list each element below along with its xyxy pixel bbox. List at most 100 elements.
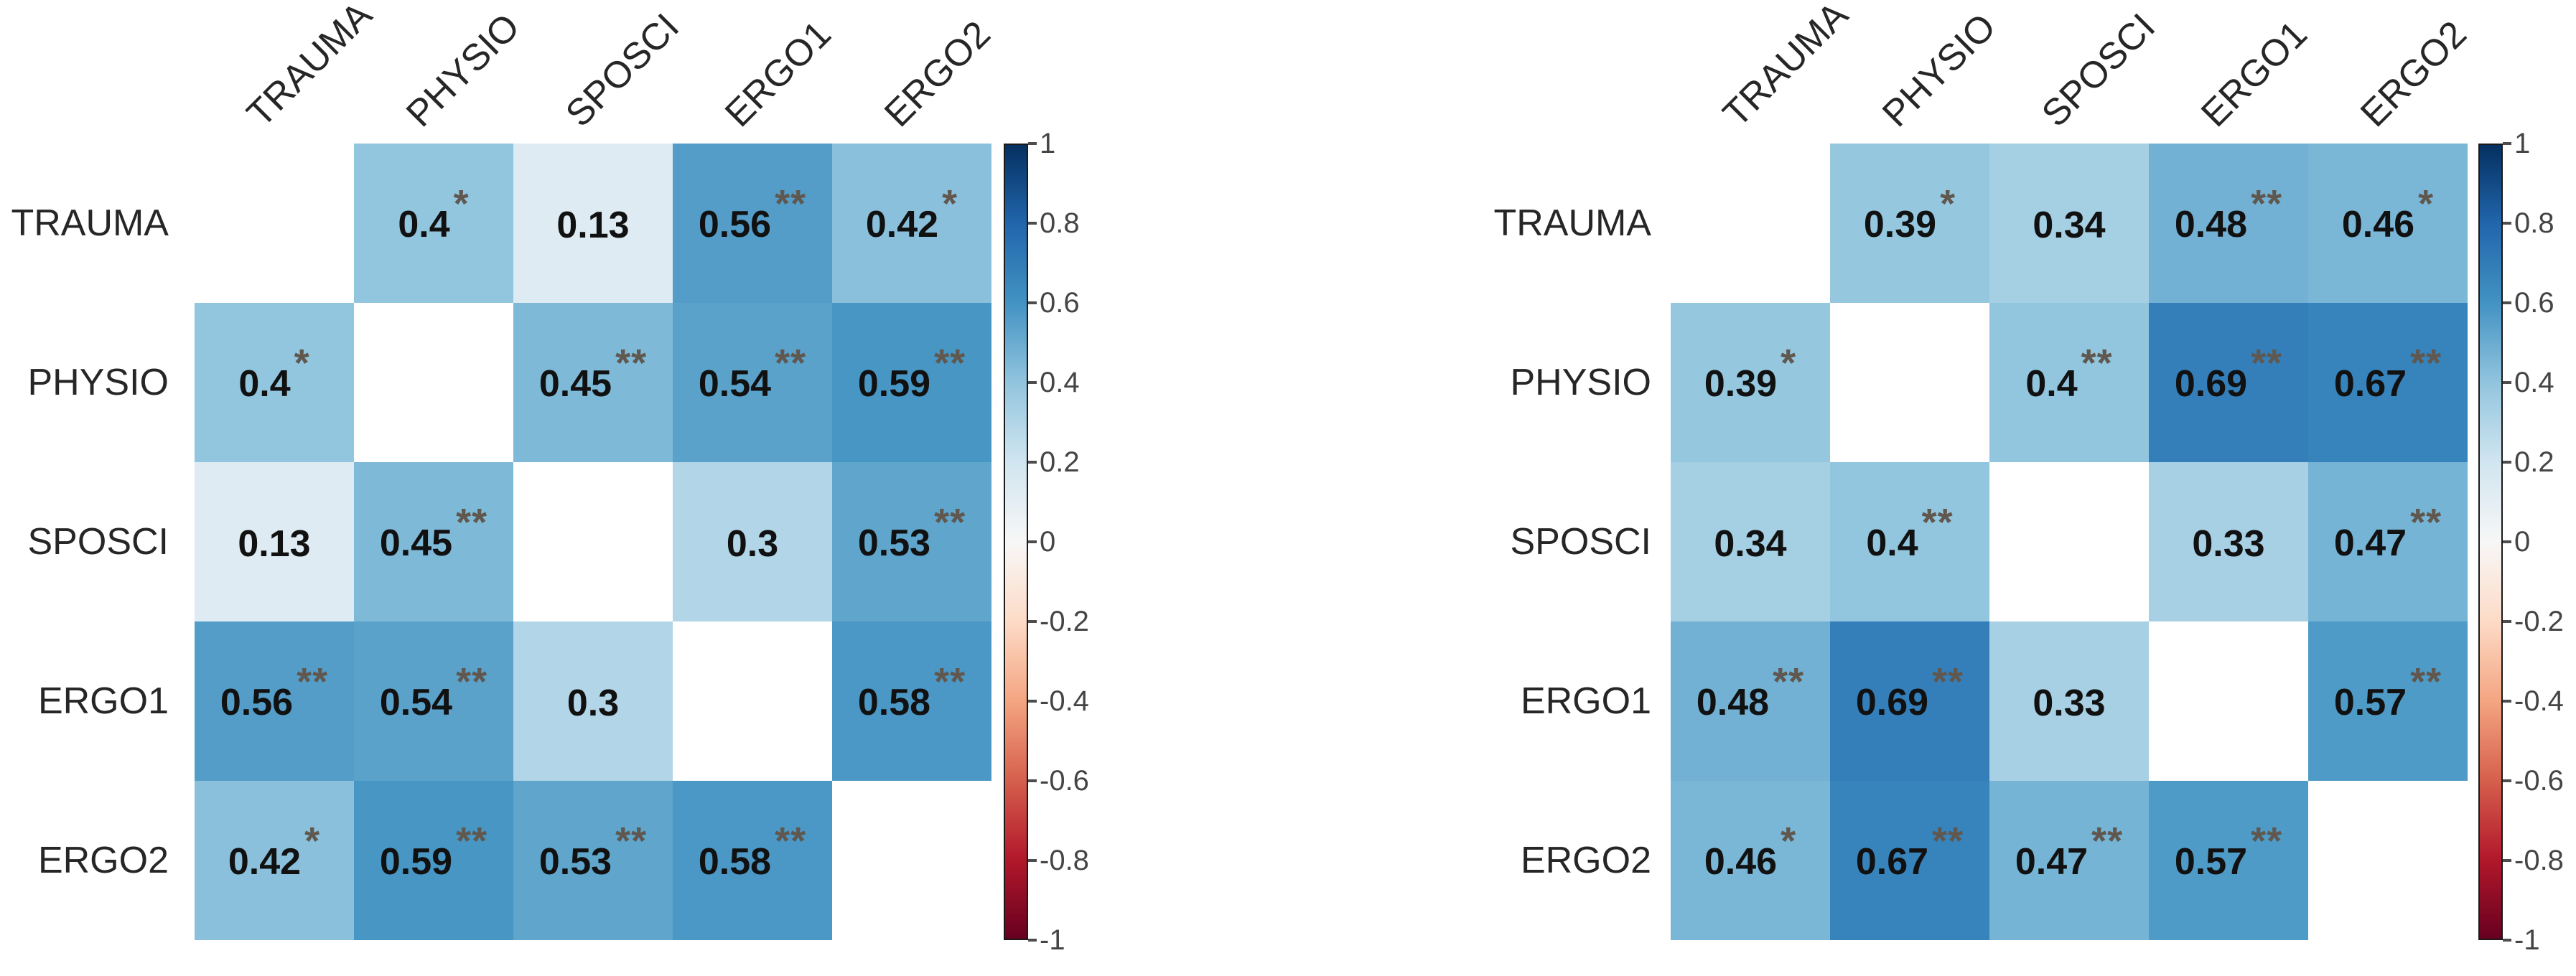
cell-value: 0.56 xyxy=(698,204,772,245)
row-label: SPOSCI xyxy=(1510,521,1652,563)
colorbar-tick-label: -0.4 xyxy=(2514,685,2564,717)
heatmap-cell-blank xyxy=(673,621,832,781)
colorbar-tick-label: 0.8 xyxy=(2514,207,2554,239)
cell-value: 0.59 xyxy=(379,841,453,883)
colorbar-tick-label: -1 xyxy=(2514,924,2540,956)
heatmap-cell: 0.56 ** xyxy=(673,144,832,303)
heatmap-cell-blank xyxy=(832,781,991,940)
column-label: PHYSIO xyxy=(1875,6,2005,136)
colorbar-tick xyxy=(2503,461,2511,464)
heatmap-cell: 0.3 xyxy=(673,462,832,621)
colorbar-tick-label: -0.6 xyxy=(2514,765,2564,797)
cell-value: 0.53 xyxy=(538,841,612,883)
colorbar-tick-label: 0.4 xyxy=(1040,367,1080,398)
heatmap-cell: 0.3 xyxy=(513,621,673,781)
cell-value: 0.13 xyxy=(556,205,630,246)
cell-value: 0.46 xyxy=(2341,204,2415,245)
cell-value: 0.58 xyxy=(857,682,931,723)
cell-value-group: 0.48 ** xyxy=(1697,662,1804,723)
cell-value-group: 0.53 ** xyxy=(858,503,966,563)
cell-value-group: 0.39 * xyxy=(1864,184,1956,245)
colorbar-tick-label: 1 xyxy=(2514,128,2531,159)
cell-value-group: 0.45 ** xyxy=(538,344,647,405)
cell-value: 0.3 xyxy=(566,682,620,724)
colorbar-tick xyxy=(1028,620,1037,623)
cell-value: 0.47 xyxy=(2015,841,2089,883)
heatmap-cell: 0.54 ** xyxy=(673,303,832,462)
cell-value: 0.4 xyxy=(238,363,291,405)
colorbar-tick-label: 0.8 xyxy=(1040,207,1080,239)
heatmap-cell: 0.13 xyxy=(195,462,354,621)
cell-value-group: 0.67 ** xyxy=(2334,344,2442,404)
colorbar-tick xyxy=(2503,301,2511,304)
row-label: SPOSCI xyxy=(27,521,169,563)
cell-value-group: 0.34 xyxy=(1714,525,1786,563)
heatmap-cell: 0.53 ** xyxy=(513,781,673,940)
heatmap-cell: 0.59 ** xyxy=(354,781,513,940)
heatmap-cell: 0.33 xyxy=(2149,462,2308,621)
colorbar-gradient xyxy=(1004,144,1028,940)
heatmap-cell: 0.46 * xyxy=(2308,144,2468,303)
significance-stars: * xyxy=(294,342,310,385)
cell-value: 0.4 xyxy=(2025,363,2078,405)
colorbar-tick xyxy=(2503,859,2511,862)
heatmap-cell: 0.45 ** xyxy=(354,462,513,621)
cell-value: 0.54 xyxy=(379,682,453,723)
cell-value: 0.56 xyxy=(220,682,294,723)
cell-value-group: 0.39 * xyxy=(1704,344,1796,405)
significance-stars: ** xyxy=(2410,342,2442,385)
significance-stars: ** xyxy=(775,820,807,863)
heatmap-cell: 0.58 ** xyxy=(673,781,832,940)
cell-value-group: 0.33 xyxy=(2033,685,2105,722)
cell-value-group: 0.34 xyxy=(2033,207,2105,244)
significance-stars: ** xyxy=(775,182,807,225)
cell-value-group: 0.57 ** xyxy=(2334,662,2442,723)
significance-stars: * xyxy=(304,820,321,863)
heatmap-cell: 0.69 ** xyxy=(2149,303,2308,462)
row-label: PHYSIO xyxy=(27,362,169,403)
cell-value: 0.39 xyxy=(1704,363,1778,405)
colorbar-tick-label: 0.6 xyxy=(1040,287,1080,319)
cell-value-group: 0.48 ** xyxy=(2175,184,2282,245)
heatmap-cell-blank xyxy=(1989,462,2149,621)
colorbar-tick-label: 0 xyxy=(2514,526,2531,558)
colorbar-tick-label: -0.8 xyxy=(1040,845,1089,876)
heatmap-cell: 0.33 xyxy=(1989,621,2149,781)
significance-stars: ** xyxy=(1932,660,1964,703)
heatmap-cell: 0.4 * xyxy=(354,144,513,303)
heatmap-cell: 0.4 * xyxy=(195,303,354,462)
significance-stars: ** xyxy=(1773,660,1805,703)
colorbar-tick xyxy=(2503,142,2511,145)
significance-stars: ** xyxy=(775,342,807,385)
colorbar-tick-label: 1 xyxy=(1040,128,1056,159)
row-label: ERGO1 xyxy=(1520,680,1651,722)
colorbar-tick xyxy=(1028,540,1037,543)
significance-stars: ** xyxy=(456,660,488,703)
significance-stars: ** xyxy=(934,342,966,385)
cell-value: 0.45 xyxy=(538,363,612,405)
significance-stars: ** xyxy=(2251,342,2283,385)
cell-value-group: 0.57 ** xyxy=(2175,822,2282,882)
cell-value-group: 0.13 xyxy=(556,207,629,244)
cell-value-group: 0.4 * xyxy=(238,344,309,405)
significance-stars: ** xyxy=(934,660,966,703)
heatmap-cell-blank xyxy=(1671,144,1830,303)
colorbar-gradient xyxy=(2478,144,2503,940)
colorbar-tick xyxy=(1028,222,1037,225)
heatmap-cell: 0.39 * xyxy=(1671,303,1830,462)
colorbar-tick xyxy=(1028,779,1037,782)
heatmap-cell: 0.54 ** xyxy=(354,621,513,781)
cell-value: 0.4 xyxy=(1866,522,1918,564)
significance-stars: ** xyxy=(2251,820,2283,863)
cell-value-group: 0.56 ** xyxy=(220,662,328,723)
heatmap-cell: 0.59 ** xyxy=(832,303,991,462)
cell-value: 0.67 xyxy=(1855,841,1929,883)
heatmap-cell: 0.47 ** xyxy=(1989,781,2149,940)
heatmap-cell: 0.53 ** xyxy=(832,462,991,621)
cell-value: 0.58 xyxy=(698,841,772,883)
heatmap-cell: 0.42 * xyxy=(832,144,991,303)
column-label: TRAUMA xyxy=(1715,0,1857,136)
colorbar-tick xyxy=(1028,301,1037,304)
cell-value: 0.42 xyxy=(865,204,939,245)
